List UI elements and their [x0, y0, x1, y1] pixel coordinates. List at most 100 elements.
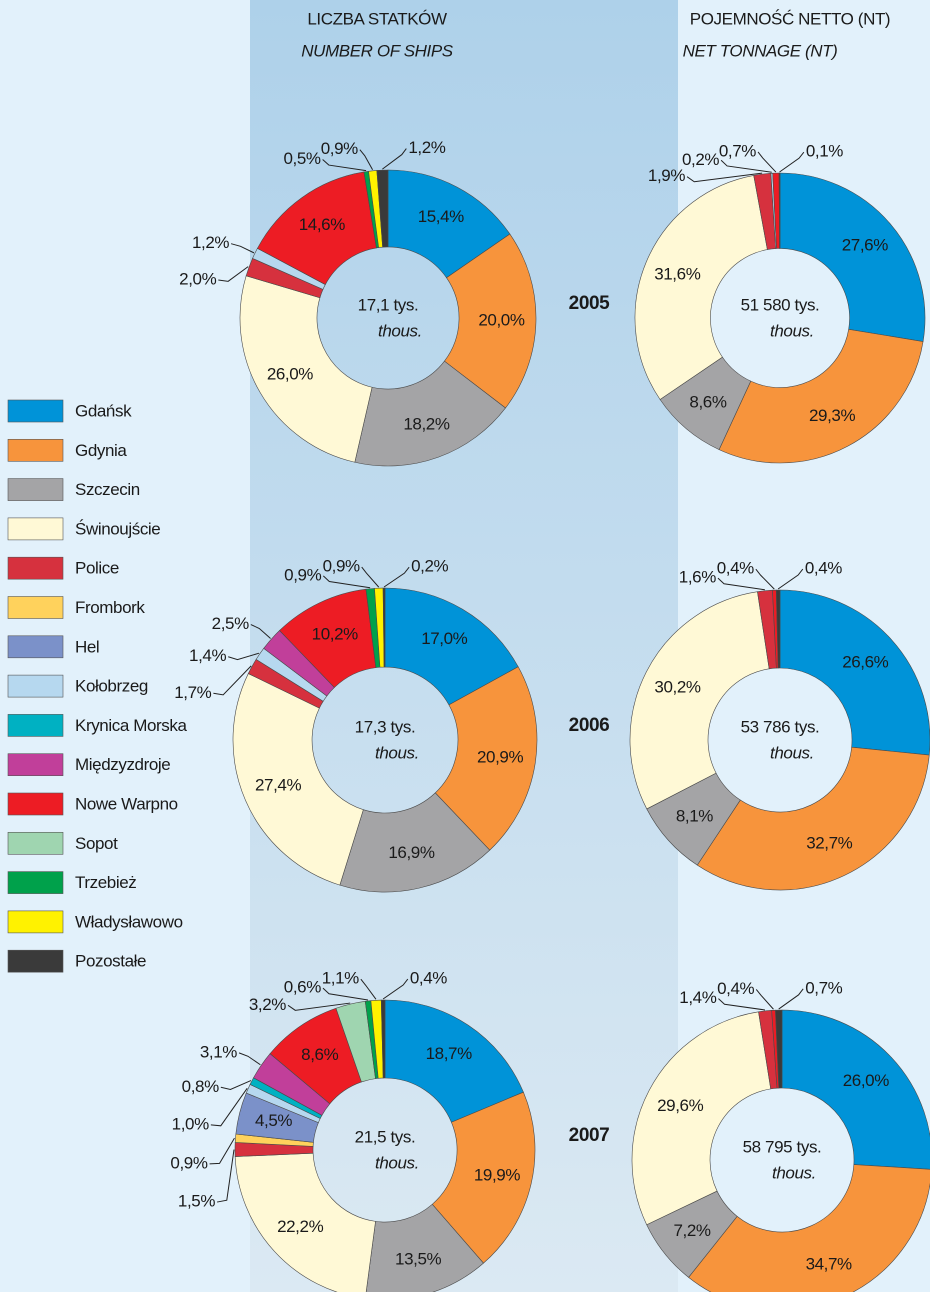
- center-sublabel: thous.: [375, 743, 419, 762]
- slice-label: 18,2%: [403, 414, 449, 433]
- slice-label: 26,6%: [842, 652, 888, 671]
- leader-line: [238, 1052, 261, 1066]
- year-label: 2006: [569, 715, 610, 736]
- center-sublabel: thous.: [378, 321, 422, 340]
- slice-label: 2,0%: [179, 269, 216, 288]
- slice-label: 0,1%: [806, 142, 843, 161]
- legend-swatch: [7, 753, 64, 777]
- legend-label: Pozostałe: [75, 952, 146, 971]
- legend-swatch: [7, 635, 64, 659]
- legend-label: Gdańsk: [75, 401, 132, 420]
- leader-line: [220, 1080, 252, 1091]
- slice-label: 0,7%: [805, 978, 842, 997]
- legend-label: Krynica Morska: [75, 716, 187, 735]
- leader-line: [287, 1002, 351, 1011]
- slice-label: 0,5%: [283, 149, 320, 168]
- legend-label: Sopot: [75, 834, 118, 853]
- legend-swatch: [7, 871, 64, 894]
- column-title: LICZBA STATKÓW: [307, 9, 447, 28]
- slice-label: 29,6%: [657, 1096, 703, 1115]
- legend-swatch: [7, 831, 64, 855]
- slice-label: 4,5%: [255, 1111, 292, 1130]
- pie-slice: [688, 1164, 930, 1292]
- pie-slice: [354, 360, 506, 467]
- pie-slice: [778, 172, 781, 249]
- leader-line: [757, 151, 777, 173]
- legend-swatch: [7, 910, 64, 934]
- slice-label: 0,9%: [321, 139, 358, 158]
- slice-label: 20,0%: [478, 310, 524, 329]
- legend-label: Trzebież: [75, 873, 136, 892]
- center-sublabel: thous.: [770, 321, 814, 340]
- column-subtitle: NUMBER OF SHIPS: [301, 41, 453, 60]
- leader-line: [360, 978, 377, 1000]
- slice-label: 26,0%: [267, 365, 313, 384]
- pie-slice: [443, 233, 537, 409]
- leader-line: [755, 989, 774, 1010]
- slice-label: 3,1%: [200, 1042, 237, 1061]
- slice-label: 0,9%: [170, 1153, 207, 1172]
- center-label: 17,1 tys.: [358, 295, 419, 314]
- legend-label: Międzyzdroje: [75, 755, 170, 774]
- slice-label: 31,6%: [654, 265, 700, 284]
- column-subtitle: NET TONNAGE (NT): [683, 41, 838, 60]
- pie-slice: [365, 1203, 484, 1292]
- slice-label: 8,6%: [301, 1045, 338, 1064]
- center-label: 51 580 tys.: [741, 295, 820, 314]
- pie-slice: [239, 275, 373, 463]
- slice-label: 10,2%: [312, 624, 358, 643]
- column-title: POJEMNOŚĆ NETTO (NT): [690, 9, 890, 28]
- slice-label: 0,2%: [682, 150, 719, 169]
- leader-line: [382, 978, 409, 1000]
- year-label: 2007: [569, 1125, 610, 1146]
- slice-label: 26,0%: [843, 1071, 889, 1090]
- pie-slice: [376, 169, 389, 248]
- legend-label: Nowe Warpno: [75, 794, 178, 813]
- slice-label: 34,7%: [806, 1255, 852, 1274]
- slice-label: 1,5%: [178, 1192, 215, 1211]
- legend-swatch: [7, 517, 64, 541]
- legend-label: Kołobrzeg: [75, 677, 148, 696]
- slice-label: 29,3%: [809, 406, 855, 425]
- pie-slice: [234, 1152, 376, 1292]
- legend-swatch: [7, 674, 64, 698]
- slice-label: 1,2%: [408, 138, 445, 157]
- slice-label: 0,9%: [284, 565, 321, 584]
- legend-swatch: [7, 438, 64, 462]
- pie-slice: [718, 328, 924, 464]
- pie-slice: [232, 673, 364, 886]
- slice-label: 1,2%: [192, 233, 229, 252]
- leader-line: [755, 568, 775, 590]
- leader-line: [361, 566, 380, 588]
- slice-label: 17,0%: [421, 629, 467, 648]
- pie-slice: [431, 1091, 536, 1264]
- legend-label: Frombork: [75, 598, 145, 617]
- leader-line: [213, 665, 252, 696]
- leader-line: [779, 151, 805, 173]
- legend-swatch: [7, 792, 64, 816]
- legend-swatch: [7, 556, 64, 580]
- legend-swatch: [7, 596, 64, 619]
- leader-line: [359, 149, 374, 171]
- slice-label: 32,7%: [806, 833, 852, 852]
- slice-label: 18,7%: [426, 1044, 472, 1063]
- leader-line: [383, 566, 410, 588]
- leader-line: [382, 148, 407, 170]
- slice-label: 1,6%: [679, 568, 716, 587]
- slice-label: 0,9%: [323, 557, 360, 576]
- slice-label: 0,2%: [411, 557, 448, 576]
- leader-line: [717, 577, 765, 591]
- legend-swatch: [7, 399, 64, 423]
- leader-line: [777, 568, 804, 590]
- pie-slice: [779, 172, 926, 342]
- pie-slice: [384, 999, 524, 1123]
- legend-label: Świnoujście: [75, 519, 160, 538]
- slice-label: 14,6%: [299, 215, 345, 234]
- pie-slice: [629, 591, 770, 810]
- slice-label: 13,5%: [395, 1250, 441, 1269]
- slice-label: 16,9%: [388, 843, 434, 862]
- slice-label: 0,7%: [719, 141, 756, 160]
- leader-line: [322, 159, 367, 172]
